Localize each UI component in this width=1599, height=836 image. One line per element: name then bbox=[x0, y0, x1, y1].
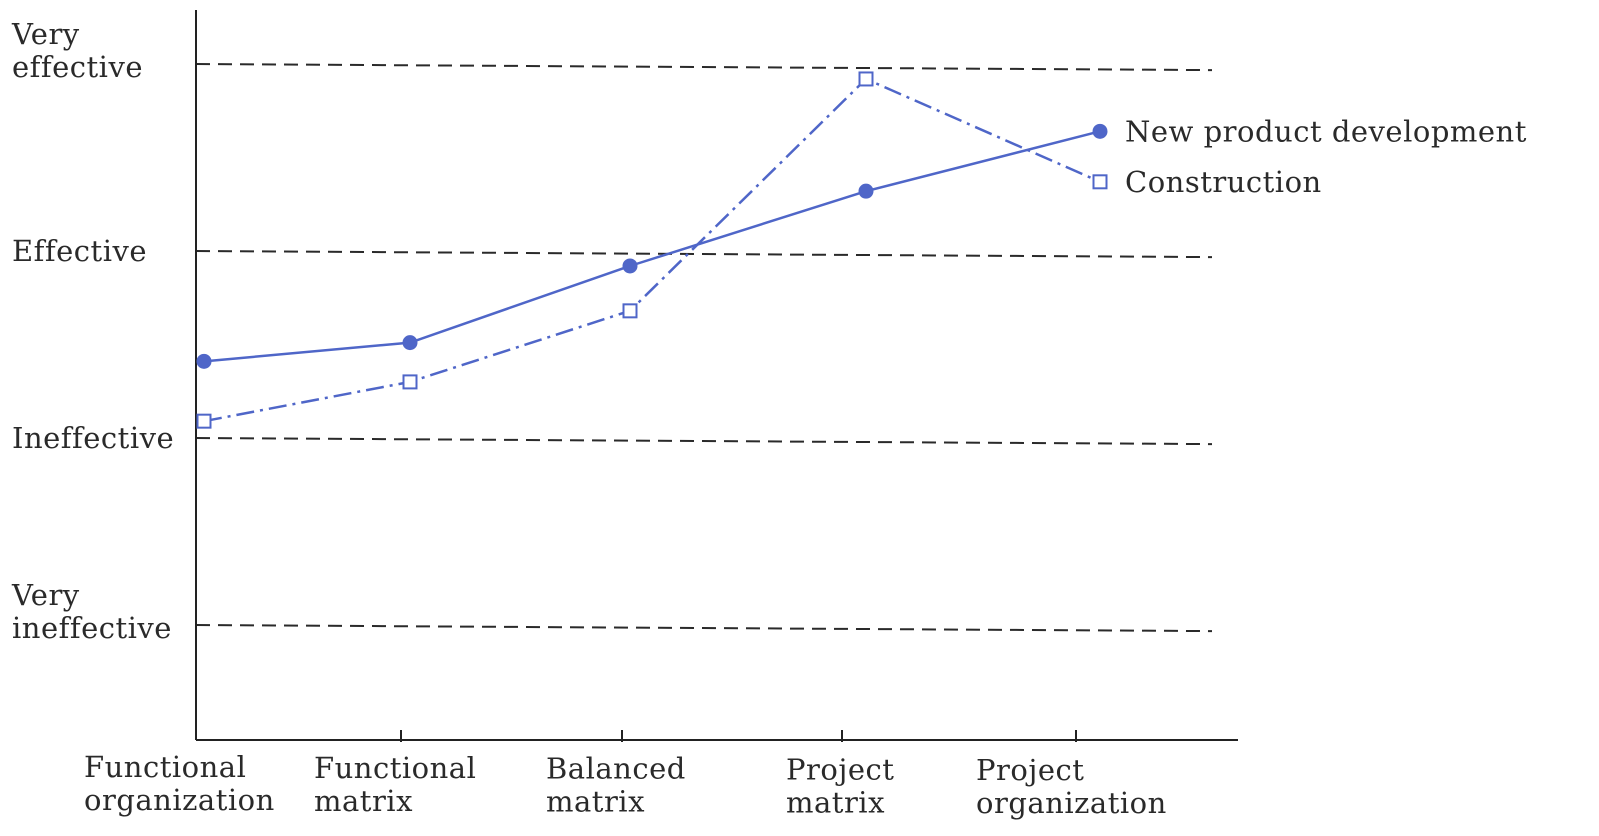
y-tick-label-line: Effective bbox=[12, 234, 147, 268]
point-new-product-development-2 bbox=[402, 335, 418, 351]
x-tick-label-functional-organization: Functional organization bbox=[84, 750, 275, 817]
series-line-new-product-development bbox=[203, 130, 1101, 363]
gridline-very-effective bbox=[195, 63, 1213, 72]
legend: New product development Construction bbox=[1125, 114, 1527, 199]
legend-label-new-product-development: New product development bbox=[1125, 114, 1527, 148]
series-line-construction bbox=[203, 77, 1101, 423]
x-tick-label-line: matrix bbox=[314, 784, 413, 818]
grid-lines bbox=[195, 63, 1213, 633]
x-tick-label-line: Project bbox=[786, 752, 894, 786]
gridline-effective bbox=[195, 250, 1213, 259]
point-new-product-development-4 bbox=[858, 183, 874, 199]
y-tick-label-very-effective: Very effective bbox=[11, 17, 143, 84]
x-tick-label-project-organization: Project organization bbox=[976, 753, 1167, 820]
y-tick-label-line: Very bbox=[11, 17, 80, 51]
y-tick-label-line: effective bbox=[12, 50, 143, 84]
point-construction-1 bbox=[196, 413, 212, 429]
x-tick-label-line: Functional bbox=[84, 750, 246, 784]
x-tick-label-line: Project bbox=[976, 753, 1084, 787]
point-new-product-development-1 bbox=[196, 353, 212, 369]
x-tick-label-line: Functional bbox=[314, 751, 476, 785]
y-tick-label-line: Ineffective bbox=[12, 421, 174, 455]
series bbox=[196, 71, 1108, 429]
gridline-ineffective bbox=[195, 437, 1213, 446]
y-tick-label-effective: Effective bbox=[12, 234, 147, 268]
y-tick-label-ineffective: Ineffective bbox=[12, 421, 174, 455]
point-new-product-development-3 bbox=[622, 258, 638, 274]
x-tick-label-balanced-matrix: Balanced matrix bbox=[546, 752, 686, 819]
point-construction-4 bbox=[858, 71, 874, 87]
x-tick-label-line: organization bbox=[84, 783, 275, 817]
legend-label-construction: Construction bbox=[1125, 165, 1322, 199]
point-construction-5 bbox=[1092, 174, 1108, 190]
axes bbox=[195, 10, 1238, 741]
point-construction-2 bbox=[402, 374, 418, 390]
x-tick-label-functional-matrix: Functional matrix bbox=[314, 751, 476, 818]
point-construction-3 bbox=[622, 303, 638, 319]
x-tick-label-line: organization bbox=[976, 786, 1167, 820]
point-new-product-development-5 bbox=[1092, 123, 1108, 139]
x-tick-label-line: Balanced bbox=[546, 752, 686, 786]
x-tick-label-project-matrix: Project matrix bbox=[786, 752, 894, 819]
x-tick-label-line: matrix bbox=[546, 785, 645, 819]
x-ticks bbox=[400, 730, 1077, 742]
y-tick-label-line: ineffective bbox=[12, 611, 172, 645]
gridline-very-ineffective bbox=[195, 624, 1213, 633]
y-tick-label-very-ineffective: Very ineffective bbox=[11, 578, 172, 645]
y-tick-label-line: Very bbox=[11, 578, 80, 612]
x-tick-label-line: matrix bbox=[786, 785, 885, 819]
